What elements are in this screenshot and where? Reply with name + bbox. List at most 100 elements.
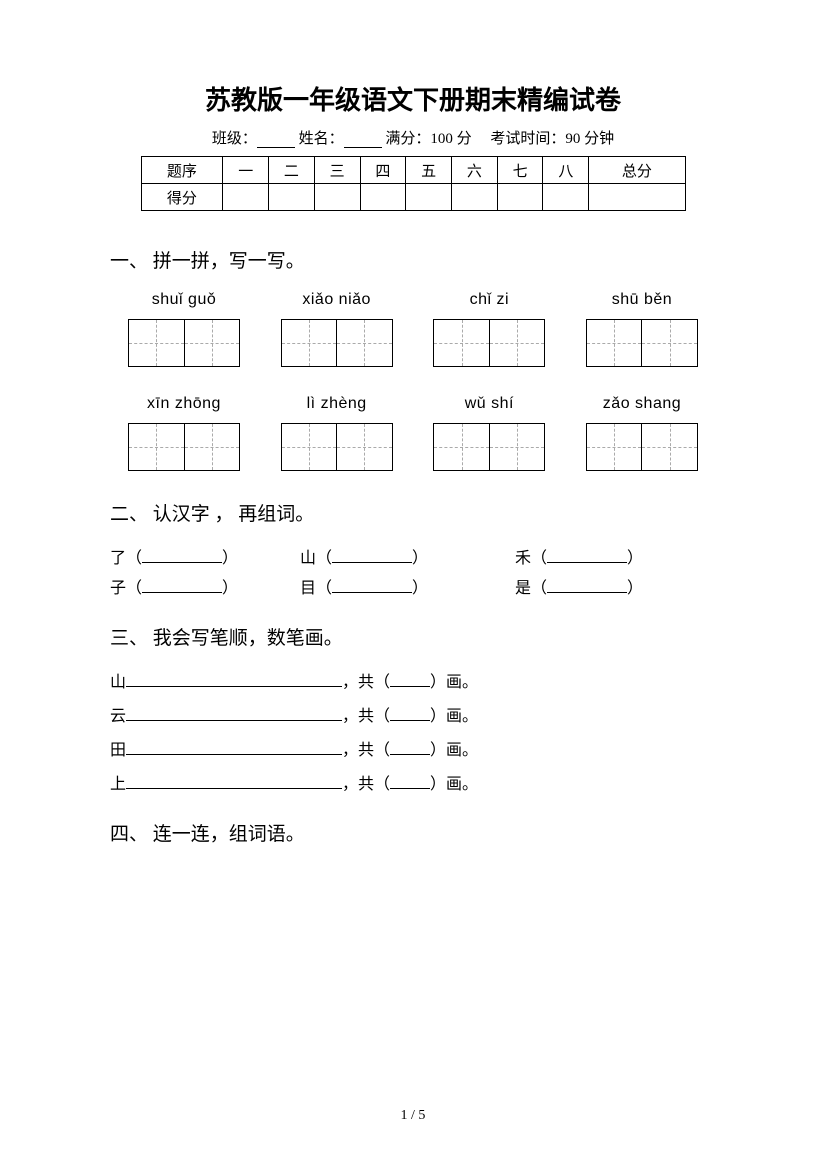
q2-blank: [547, 577, 627, 593]
char-box: [128, 423, 240, 471]
cell-label: 得分: [141, 184, 223, 211]
cell: 七: [497, 157, 543, 184]
cell: 四: [360, 157, 406, 184]
q3-suffix2: ）画。: [430, 770, 478, 794]
cell: 一: [223, 157, 269, 184]
q3-count-blank: [390, 739, 430, 755]
q3-suffix2: ）画。: [430, 668, 478, 692]
pinyin-item: shuǐ guǒ: [118, 291, 250, 367]
cell: [589, 184, 685, 211]
q3-count-blank: [390, 773, 430, 789]
q3-blank: [126, 773, 342, 789]
q3-suffix: ，共（: [342, 702, 390, 726]
q3-line: 上 ，共（ ）画。: [110, 770, 716, 794]
q3-line: 田，共（）画。: [110, 736, 716, 760]
char-box: [586, 423, 698, 471]
q2-item: 是（）: [515, 574, 643, 598]
q3-suffix: ，共（: [342, 770, 390, 794]
q2-blank: [332, 547, 412, 563]
cell: [223, 184, 269, 211]
name-label: 姓名：: [299, 131, 344, 147]
cell: 三: [314, 157, 360, 184]
pinyin-item: chǐ zi: [423, 291, 555, 367]
time-label: 考试时间：: [490, 131, 565, 147]
cell: [497, 184, 543, 211]
q4-title: 四、 连一连，组词语。: [110, 819, 716, 846]
q3-blank: [126, 705, 342, 721]
cell: [543, 184, 589, 211]
q2-blank: [142, 547, 222, 563]
q3-suffix: ，共（: [342, 668, 390, 692]
q2-char: 了: [110, 544, 126, 568]
table-row: 题序 一 二 三 四 五 六 七 八 总分: [141, 157, 685, 184]
q2-blank: [547, 547, 627, 563]
q2-char: 子: [110, 574, 126, 598]
q2-item: 山（）: [300, 544, 515, 568]
q3-title: 三、 我会写笔顺，数笔画。: [110, 623, 716, 650]
pinyin-label: lì zhèng: [271, 395, 403, 413]
char-box: [281, 319, 393, 367]
pinyin-item: zǎo shang: [576, 395, 708, 471]
pinyin-item: wǔ shí: [423, 395, 555, 471]
page-footer: 1 / 5: [0, 1108, 826, 1124]
q3-char: 田: [110, 736, 126, 760]
pinyin-label: chǐ zi: [423, 291, 555, 309]
cell: 八: [543, 157, 589, 184]
table-row: 得分: [141, 184, 685, 211]
q2-row: 了（） 山（） 禾（）: [110, 544, 716, 568]
q3-count-blank: [390, 705, 430, 721]
pinyin-item: xiǎo niǎo: [271, 291, 403, 367]
cell: [314, 184, 360, 211]
pinyin-label: zǎo shang: [576, 395, 708, 413]
pinyin-label: shū běn: [576, 291, 708, 309]
cell: [360, 184, 406, 211]
pinyin-label: wǔ shí: [423, 395, 555, 413]
char-box: [586, 319, 698, 367]
cell: 二: [269, 157, 315, 184]
q3-blank: [126, 739, 342, 755]
pinyin-item: shū běn: [576, 291, 708, 367]
q3-line: 云 ，共（ ）画。: [110, 702, 716, 726]
q1-title: 一、 拼一拼，写一写。: [110, 246, 716, 273]
pinyin-item: lì zhèng: [271, 395, 403, 471]
q3-char: 山: [110, 668, 126, 692]
pinyin-label: xīn zhōng: [118, 395, 250, 413]
cell: [452, 184, 498, 211]
fullscore-label: 满分：: [385, 131, 430, 147]
char-box: [433, 423, 545, 471]
fullscore-value: 100 分: [430, 131, 471, 147]
pinyin-row: shuǐ guǒ xiǎo niǎo chǐ zi shū běn: [110, 291, 716, 367]
class-blank: [257, 132, 295, 148]
pinyin-label: shuǐ guǒ: [118, 291, 250, 309]
q2-blank: [142, 577, 222, 593]
info-line: 班级： 姓名： 满分：100 分 考试时间：90 分钟: [110, 127, 716, 148]
q2-blank: [332, 577, 412, 593]
cell: [269, 184, 315, 211]
class-label: 班级：: [212, 131, 257, 147]
char-box: [433, 319, 545, 367]
q3-suffix: ，共（: [342, 736, 390, 760]
q2-item: 禾（）: [515, 544, 643, 568]
char-box: [128, 319, 240, 367]
q2-title: 二、 认汉字 ， 再组词。: [110, 499, 716, 526]
q2-char: 山: [300, 544, 316, 568]
pinyin-row: xīn zhōng lì zhèng wǔ shí zǎo shang: [110, 395, 716, 471]
pinyin-item: xīn zhōng: [118, 395, 250, 471]
q2-item: 了（）: [110, 544, 300, 568]
q3-suffix2: ）画。: [430, 702, 478, 726]
name-blank: [344, 132, 382, 148]
score-table: 题序 一 二 三 四 五 六 七 八 总分 得分: [141, 156, 686, 211]
time-value: 90 分钟: [565, 131, 614, 147]
q3-char: 云: [110, 702, 126, 726]
q2-item: 目（）: [300, 574, 515, 598]
q3-char: 上: [110, 770, 126, 794]
cell: 五: [406, 157, 452, 184]
char-box: [281, 423, 393, 471]
q3-count-blank: [390, 671, 430, 687]
q3-blank: [126, 671, 342, 687]
cell-total: 总分: [589, 157, 685, 184]
q2-char: 目: [300, 574, 316, 598]
q2-char: 是: [515, 574, 531, 598]
q2-char: 禾: [515, 544, 531, 568]
exam-title: 苏教版一年级语文下册期末精编试卷: [110, 80, 716, 117]
